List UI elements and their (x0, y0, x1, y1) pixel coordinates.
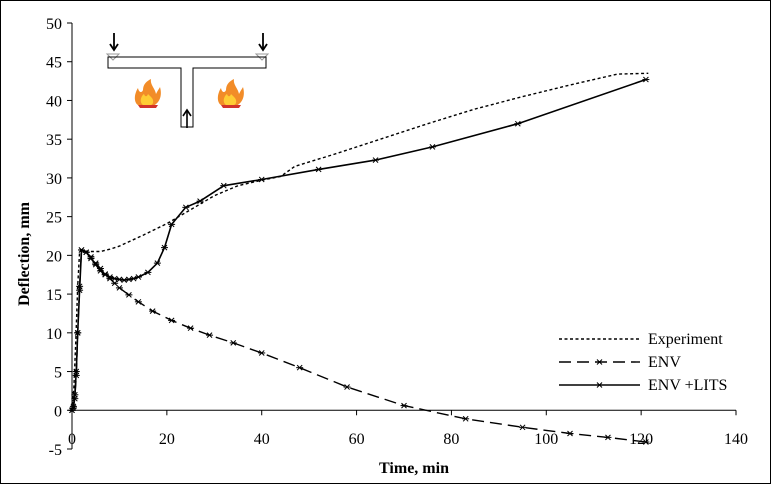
y-tick-label: 5 (54, 365, 62, 382)
data-point-env-lits (87, 255, 95, 262)
legend-label: ENV +LITS (648, 377, 727, 394)
data-series (68, 72, 650, 445)
data-point-env (400, 402, 408, 409)
data-point-env-lits (96, 267, 104, 274)
data-point-env-lits (76, 287, 84, 294)
data-point-env (519, 424, 527, 431)
fire-icon-left (134, 79, 161, 108)
data-point-env (604, 434, 612, 441)
data-point-env-lits (92, 261, 100, 268)
fire-icon-right (217, 79, 244, 108)
y-tick-label: 15 (46, 287, 62, 304)
data-point-env (642, 439, 650, 445)
data-point-env-lits (134, 274, 142, 280)
t-beam-outline (107, 56, 267, 128)
data-point-env-lits (258, 176, 266, 183)
data-point-env-lits (115, 276, 123, 283)
data-point-env-lits (120, 277, 128, 284)
legend: Experiment ENV ENV +LITS (559, 331, 727, 394)
data-point-env (206, 332, 214, 339)
series-env-lits (68, 76, 650, 414)
x-tick-label: 20 (159, 431, 175, 448)
data-point-env (229, 340, 237, 346)
data-point-env (258, 350, 266, 356)
legend-label: ENV (648, 354, 681, 371)
data-point-env (343, 384, 351, 390)
tick-labels: -5 0 5 10 15 20 25 30 35 40 45 50 0 20 40 60 80 100 120 140 (46, 16, 748, 459)
load-arrow-right-icon (258, 33, 268, 52)
load-arrow-left-icon (109, 33, 119, 52)
x-tick-label: 0 (68, 431, 76, 448)
data-point-env-lits (428, 144, 436, 150)
y-axis-title: Deflection, mm (16, 201, 33, 306)
data-point-env-lits (315, 166, 323, 173)
y-tick-label: -5 (49, 442, 62, 459)
data-point-env-lits (125, 276, 133, 283)
y-tick-label: 45 (46, 55, 62, 72)
data-point-env-lits (160, 244, 168, 251)
axes (67, 22, 737, 450)
data-point-env (168, 317, 176, 324)
data-point-env-lits (82, 249, 90, 256)
data-point-env-lits (144, 269, 152, 276)
data-point-env-lits (71, 391, 79, 398)
y-tick-label: 35 (46, 132, 62, 149)
x-tick-label: 120 (629, 431, 653, 448)
data-point-env-lits (168, 221, 176, 228)
legend-marker (596, 382, 603, 388)
data-point-env-lits (182, 204, 190, 211)
beam-schematic (105, 33, 270, 128)
series-experiment (71, 72, 649, 411)
series-line-experiment (71, 72, 649, 411)
data-point-env (111, 280, 119, 287)
x-tick-label: 100 (534, 431, 558, 448)
x-axis-title: Time, min (379, 460, 449, 477)
legend-marker (596, 359, 603, 365)
data-point-env-lits (196, 198, 204, 205)
legend-label: Experiment (648, 331, 723, 348)
data-point-env (187, 325, 195, 332)
data-point-env (134, 298, 142, 305)
legend-item-env: ENV (559, 354, 681, 371)
y-tick-label: 30 (46, 171, 62, 188)
data-point-env-lits (642, 76, 650, 83)
data-point-env-lits (372, 157, 380, 163)
y-tick-label: 40 (46, 93, 62, 110)
legend-item-env-lits: ENV +LITS (559, 377, 727, 394)
data-point-env-lits (220, 182, 228, 189)
data-point-env (149, 308, 157, 315)
data-point-env-lits (72, 368, 80, 375)
data-point-env-lits (514, 120, 522, 127)
y-tick-label: 0 (54, 403, 62, 420)
data-point-env (462, 415, 470, 422)
x-tick-label: 80 (443, 431, 459, 448)
reaction-arrow-icon (182, 108, 192, 128)
y-tick-label: 20 (46, 248, 62, 265)
data-point-env-lits (74, 329, 82, 336)
data-point-env-lits (69, 403, 77, 410)
data-point-env (125, 291, 133, 298)
data-point-env-lits (111, 275, 119, 282)
legend-item-experiment: Experiment (559, 331, 723, 348)
data-point-env (566, 430, 574, 437)
x-tick-label: 60 (349, 431, 365, 448)
data-point-env-lits (153, 260, 161, 266)
y-tick-label: 25 (46, 210, 62, 227)
data-point-env-lits (68, 407, 76, 414)
x-tick-label: 40 (254, 431, 270, 448)
y-tick-label: 50 (46, 16, 62, 33)
y-tick-label: 10 (46, 326, 62, 343)
data-point-env (296, 364, 304, 371)
x-tick-label: 140 (724, 431, 748, 448)
data-point-env (115, 285, 123, 291)
